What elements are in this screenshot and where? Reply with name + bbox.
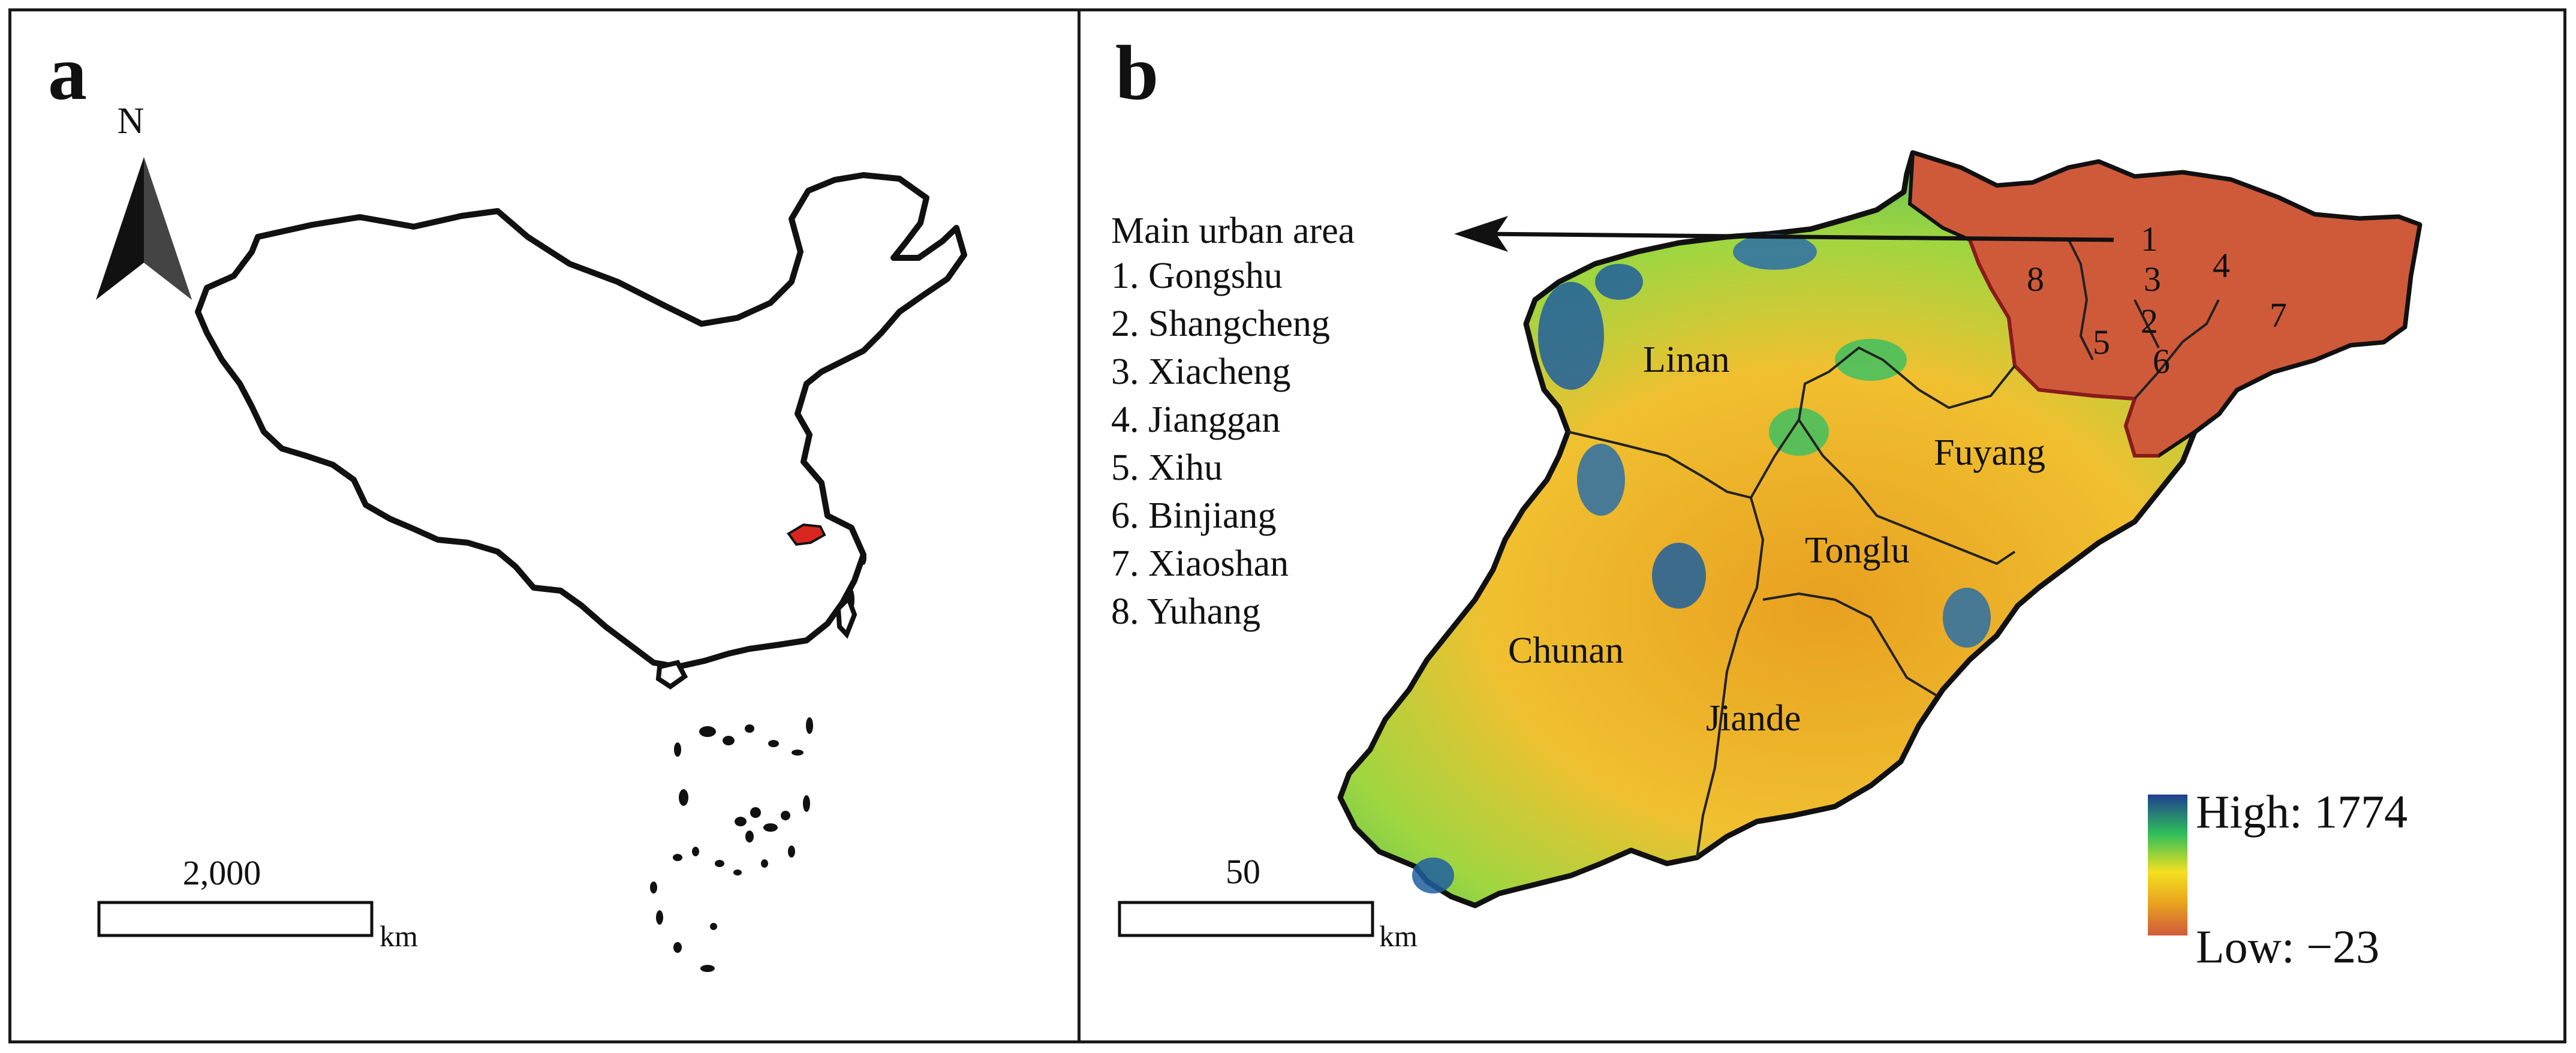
urban-area-legend: Main urban area 1. Gongshu 2. Shangcheng… bbox=[1111, 210, 1355, 632]
scale-b-unit: km bbox=[1379, 919, 1418, 953]
urban-legend-item: 6. Binjiang bbox=[1111, 495, 1277, 536]
panel-a-label: a bbox=[48, 30, 87, 116]
hainan-outline bbox=[655, 660, 688, 690]
district-name: Tonglu bbox=[1805, 530, 1910, 571]
map-number: 2 bbox=[2141, 302, 2158, 341]
south-china-sea-islands bbox=[650, 550, 866, 972]
scale-a-value: 2,000 bbox=[183, 853, 261, 892]
map-number: 3 bbox=[2144, 260, 2161, 299]
urban-legend-item: 4. Jianggan bbox=[1111, 399, 1280, 440]
scale-bar-a: 2,000 km bbox=[97, 853, 418, 953]
scale-a-unit: km bbox=[380, 919, 418, 953]
district-name: Linan bbox=[1643, 339, 1730, 380]
map-number: 5 bbox=[2093, 323, 2110, 362]
district-name: Chunan bbox=[1508, 630, 1624, 671]
china-outline bbox=[195, 172, 967, 670]
scale-bar-b: 50 km bbox=[1118, 852, 1418, 953]
elevation-legend: High: 1774 Low: −23 bbox=[2148, 786, 2408, 973]
north-arrow: N bbox=[96, 101, 192, 300]
urban-legend-item: 3. Xiacheng bbox=[1111, 351, 1291, 392]
district-boundaries bbox=[1567, 239, 2220, 858]
map-number: 6 bbox=[2153, 342, 2170, 381]
urban-arrow bbox=[1454, 216, 2114, 252]
district-name: Jiande bbox=[1706, 698, 1801, 739]
figure-frame bbox=[8, 8, 2566, 1043]
north-arrow-label: N bbox=[118, 101, 145, 142]
urban-legend-item: 2. Shangcheng bbox=[1111, 303, 1330, 344]
elevation-high-label: High: 1774 bbox=[2196, 786, 2408, 838]
scale-b-value: 50 bbox=[1226, 852, 1260, 891]
urban-legend-item: 1. Gongshu bbox=[1111, 255, 1283, 296]
map-number: 8 bbox=[2027, 260, 2044, 299]
urban-legend-item: 8. Yuhang bbox=[1111, 591, 1260, 632]
panel-a: a N bbox=[48, 30, 967, 972]
urban-legend-title: Main urban area bbox=[1111, 210, 1355, 251]
map-number: 7 bbox=[2270, 296, 2287, 335]
urban-legend-item: 7. Xiaoshan bbox=[1111, 543, 1289, 584]
urban-legend-item: 5. Xihu bbox=[1111, 447, 1223, 488]
map-number: 1 bbox=[2141, 219, 2158, 258]
hangzhou-highlight bbox=[787, 523, 826, 546]
map-number: 4 bbox=[2213, 246, 2230, 285]
district-name: Fuyang bbox=[1934, 432, 2045, 473]
panel-b-label: b bbox=[1115, 30, 1158, 116]
panel-b: b 1 2 bbox=[1111, 30, 2422, 973]
elevation-colorbar bbox=[2148, 795, 2187, 935]
panel-divider bbox=[1078, 8, 1081, 1043]
urban-number-labels: 1 2 3 4 5 6 7 8 bbox=[2027, 219, 2287, 381]
district-names: Linan Fuyang Tonglu Chunan Jiande bbox=[1508, 339, 2045, 739]
elevation-low-label: Low: −23 bbox=[2196, 920, 2379, 973]
